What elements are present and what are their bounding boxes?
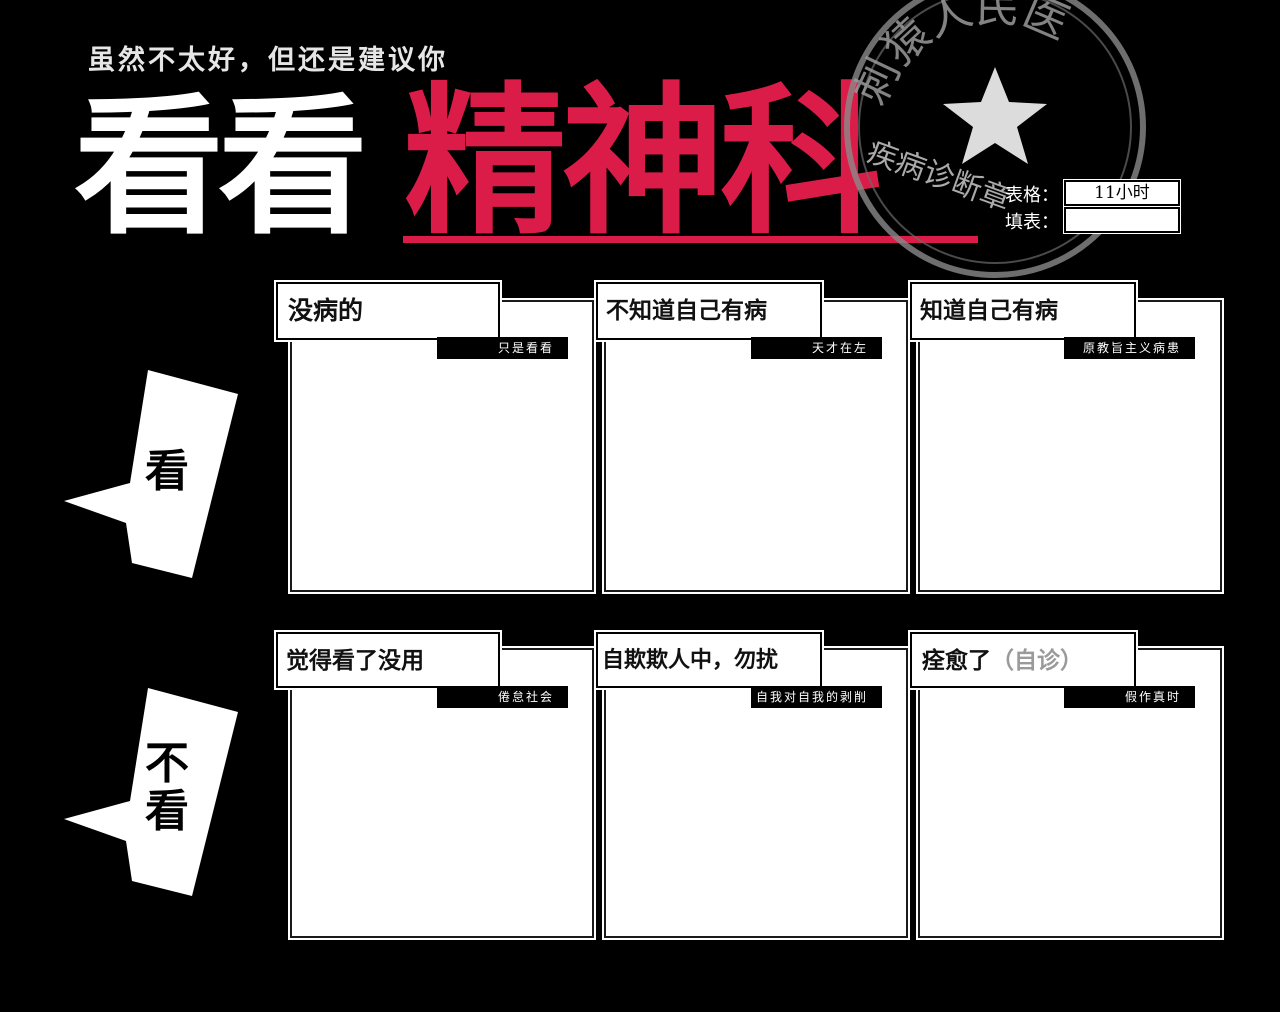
meta-label-fill: 填表： [1005, 212, 1059, 233]
cell-tag-self-deceive: 自我对自我的剥削 [751, 686, 882, 708]
cell-title-recovered-main: 痊愈了 [922, 648, 991, 674]
cell-title-recovered: 痊愈了（自诊） [908, 630, 1138, 690]
title-underline [403, 236, 978, 243]
cell-title-self-deceive: 自欺欺人中，勿扰 [594, 630, 824, 690]
meta-value-fill[interactable] [1063, 206, 1181, 234]
hospital-stamp: 刺猿人民医 疾病诊断章 [844, 0, 1146, 278]
cell-tag-no-illness: 只是看看 [437, 337, 568, 359]
title-white: 看看 [74, 81, 368, 255]
row-label-dont-look: 不 看 [132, 740, 202, 836]
cell-title-useless: 觉得看了没用 [274, 630, 502, 690]
speech-bubble-dont-look [64, 688, 238, 896]
cell-title-unaware: 不知道自己有病 [594, 280, 824, 342]
subtitle: 虽然不太好，但还是建议你 [88, 45, 448, 76]
meta-label-form: 表格： [1005, 185, 1059, 206]
title-red: 精神科 [404, 69, 882, 257]
cell-title-no-illness: 没病的 [274, 280, 502, 342]
stamp-text: 刺猿人民医 [846, 0, 1077, 112]
cell-title-recovered-suffix: （自诊） [991, 648, 1083, 674]
cell-title-aware: 知道自己有病 [908, 280, 1138, 342]
row-label-dont-look-line1: 不 [145, 738, 189, 789]
star-icon [943, 67, 1047, 164]
cell-tag-unaware: 天才在左 [751, 337, 882, 359]
cell-tag-aware: 原教旨主义病患 [1064, 337, 1195, 359]
cell-tag-useless: 倦怠社会 [437, 686, 568, 708]
cell-tag-recovered: 假作真时 [1064, 686, 1195, 708]
row-label-look: 看 [145, 446, 189, 497]
speech-bubble-look [64, 370, 238, 578]
row-label-dont-look-line2: 看 [145, 786, 189, 837]
meta-value-form[interactable]: 11小时 [1063, 179, 1181, 207]
svg-text:刺猿人民医: 刺猿人民医 [846, 0, 1077, 112]
